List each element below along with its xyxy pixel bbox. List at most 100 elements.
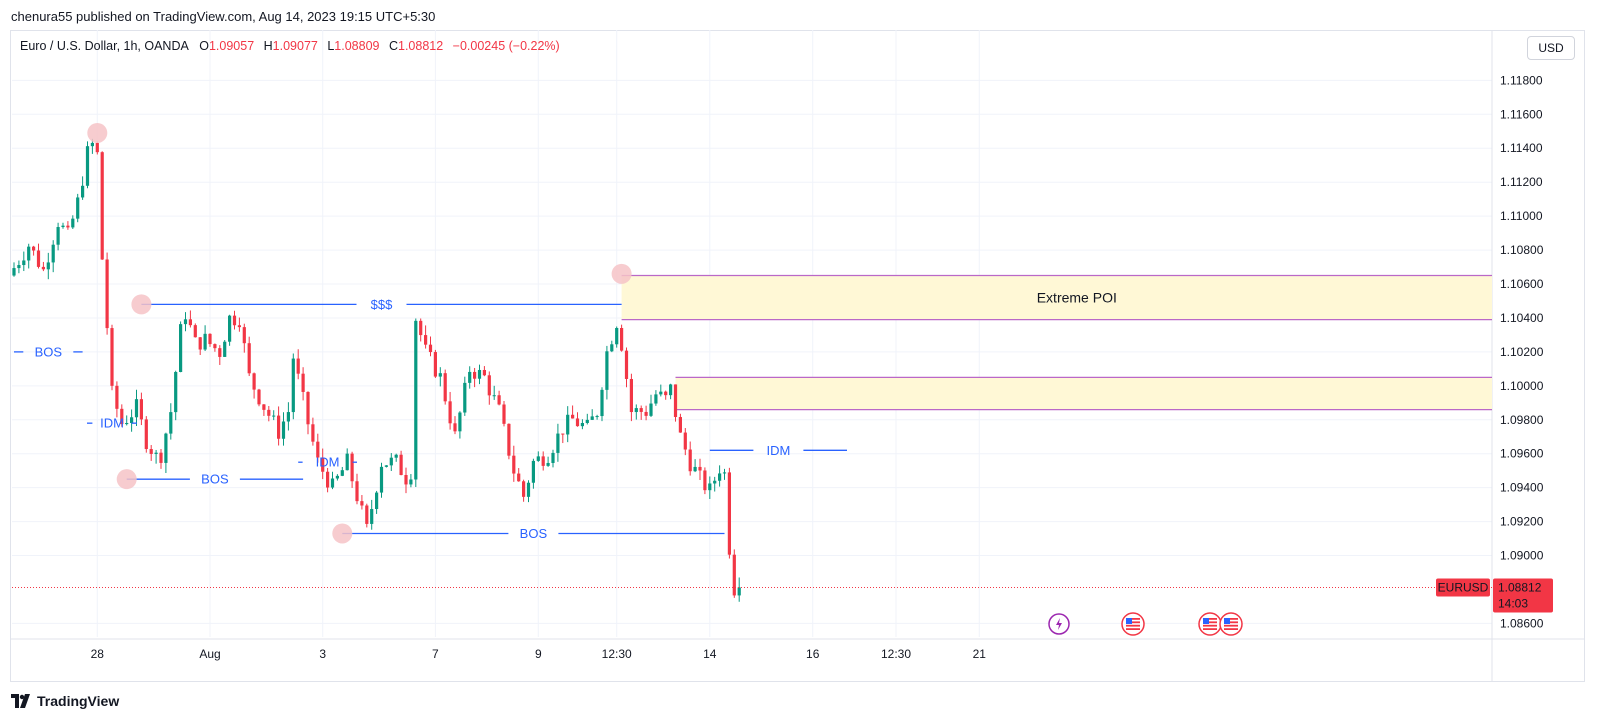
candle-down[interactable] (237, 325, 241, 328)
candle-down[interactable] (629, 378, 633, 413)
candle-up[interactable] (615, 327, 619, 345)
candle-down[interactable] (301, 373, 305, 392)
candle-up[interactable] (27, 246, 31, 261)
candle-down[interactable] (350, 453, 354, 482)
candle-up[interactable] (281, 421, 286, 439)
candle-down[interactable] (698, 466, 702, 471)
candle-up[interactable] (546, 462, 550, 466)
candle-down[interactable] (355, 481, 359, 502)
candle-down[interactable] (673, 384, 678, 418)
candle-up[interactable] (379, 466, 384, 493)
candle-up[interactable] (71, 218, 75, 228)
candle-up[interactable] (272, 415, 276, 417)
candle-down[interactable] (507, 423, 511, 456)
candle-down[interactable] (213, 344, 217, 349)
candle-up[interactable] (551, 452, 555, 463)
candle-down[interactable] (100, 152, 104, 260)
candle-up[interactable] (414, 320, 418, 480)
candle-down[interactable] (487, 375, 491, 396)
candle-up[interactable] (81, 185, 85, 198)
candle-up[interactable] (536, 456, 540, 461)
candle-up[interactable] (669, 384, 673, 396)
candle-up[interactable] (556, 433, 560, 453)
candle-down[interactable] (683, 432, 687, 450)
candle-down[interactable] (639, 408, 643, 412)
candle-down[interactable] (473, 371, 477, 379)
candle-down[interactable] (703, 470, 707, 491)
candle-up[interactable] (531, 460, 535, 483)
candle-up[interactable] (492, 395, 496, 397)
candle-down[interactable] (448, 401, 452, 424)
candle-down[interactable] (419, 320, 423, 336)
candle-down[interactable] (208, 333, 212, 345)
candle-up[interactable] (384, 465, 388, 467)
tradingview-logo[interactable]: TradingView (11, 693, 119, 709)
candle-down[interactable] (149, 449, 153, 454)
candle-down[interactable] (688, 449, 692, 472)
candle-up[interactable] (649, 403, 653, 416)
candle-up[interactable] (693, 466, 697, 472)
candle-up[interactable] (468, 371, 472, 383)
candle-down[interactable] (664, 391, 668, 396)
candle-down[interactable] (247, 343, 251, 374)
candle-up[interactable] (345, 453, 349, 471)
candle-up[interactable] (46, 262, 50, 270)
candle-down[interactable] (678, 417, 682, 433)
candle-up[interactable] (130, 417, 134, 423)
candle-down[interactable] (365, 505, 369, 524)
us-flag-icon[interactable] (1219, 612, 1243, 636)
candle-up[interactable] (134, 399, 139, 418)
candle-up[interactable] (76, 197, 80, 219)
poi-zone[interactable] (621, 275, 1492, 320)
candle-up[interactable] (458, 412, 462, 432)
candle-up[interactable] (164, 433, 168, 463)
candle-down[interactable] (326, 471, 330, 488)
candle-up[interactable] (600, 389, 604, 417)
candle-up[interactable] (17, 265, 21, 269)
candle-down[interactable] (66, 225, 70, 228)
candle-down[interactable] (159, 452, 163, 463)
candle-up[interactable] (223, 341, 227, 357)
candle-down[interactable] (110, 328, 114, 386)
candle-up[interactable] (713, 480, 717, 484)
candle-up[interactable] (409, 479, 413, 485)
candle-down[interactable] (453, 423, 457, 432)
candle-up[interactable] (228, 315, 232, 342)
candle-up[interactable] (605, 351, 609, 390)
candle-up[interactable] (85, 146, 90, 186)
candle-up[interactable] (90, 142, 94, 147)
currency-button[interactable]: USD (1527, 36, 1575, 60)
candle-up[interactable] (526, 482, 531, 497)
candle-up[interactable] (389, 457, 393, 466)
candle-down[interactable] (242, 327, 246, 344)
candle-up[interactable] (22, 260, 26, 266)
candle-up[interactable] (370, 509, 374, 524)
candle-up[interactable] (169, 412, 173, 434)
candle-up[interactable] (438, 373, 442, 377)
candle-down[interactable] (517, 473, 521, 482)
candle-down[interactable] (267, 409, 271, 416)
candle-up[interactable] (330, 478, 335, 488)
candle-down[interactable] (399, 454, 403, 476)
candle-down[interactable] (433, 352, 437, 377)
candle-down[interactable] (497, 395, 501, 405)
poi-zone[interactable] (675, 377, 1493, 410)
candle-up[interactable] (566, 414, 570, 435)
candle-up[interactable] (610, 344, 614, 352)
candle-down[interactable] (428, 344, 433, 353)
candle-up[interactable] (56, 227, 60, 245)
candle-up[interactable] (203, 333, 207, 350)
candle-up[interactable] (12, 268, 16, 276)
candle-up[interactable] (179, 324, 183, 372)
candle-down[interactable] (193, 325, 197, 338)
candle-down[interactable] (218, 348, 222, 357)
candle-up[interactable] (335, 475, 339, 479)
candle-down[interactable] (443, 373, 447, 402)
candle-down[interactable] (502, 404, 506, 424)
candle-down[interactable] (252, 373, 256, 390)
candle-down[interactable] (188, 319, 192, 326)
candle-up[interactable] (154, 452, 158, 454)
candle-down[interactable] (404, 475, 408, 485)
candle-up[interactable] (291, 358, 295, 413)
candle-up[interactable] (477, 369, 482, 379)
